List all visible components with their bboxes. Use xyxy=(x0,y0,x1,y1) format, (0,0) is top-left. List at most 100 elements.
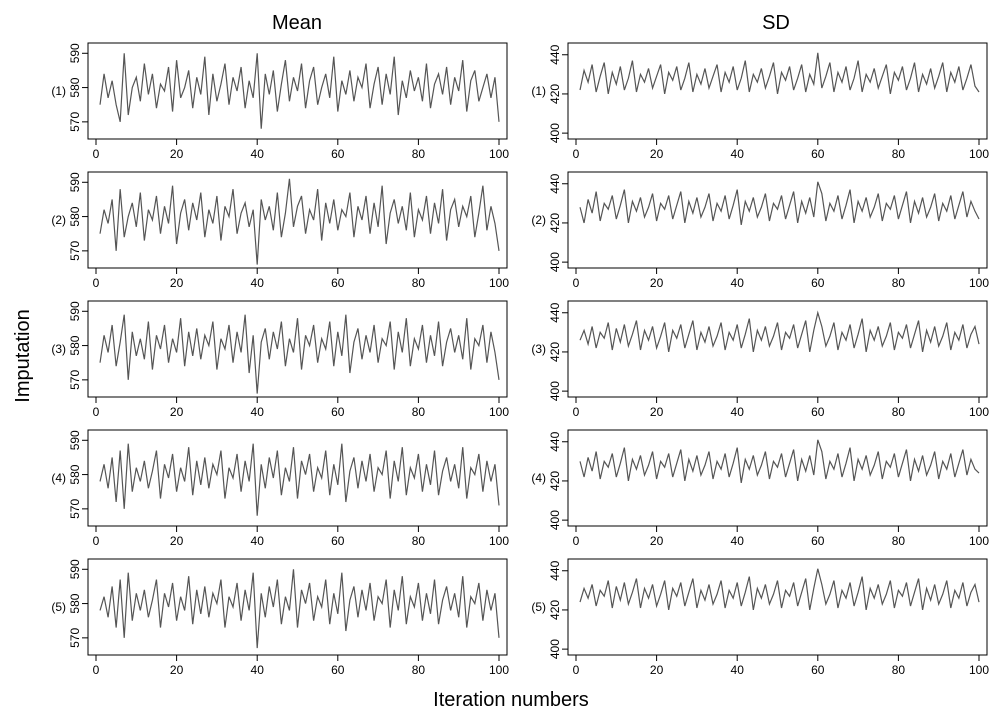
panel-frame xyxy=(87,42,508,140)
row-label: (3) xyxy=(51,342,66,356)
series-line xyxy=(99,569,500,649)
row-label: (1) xyxy=(51,84,66,98)
y-tick-label: 440 xyxy=(548,431,562,451)
x-tick-label: 0 xyxy=(93,663,100,677)
x-tick-label: 80 xyxy=(412,147,426,161)
y-axis-label: Imputation xyxy=(12,309,34,402)
column-title-mean: Mean xyxy=(272,12,322,34)
x-tick-label: 0 xyxy=(93,405,100,419)
x-tick-label: 80 xyxy=(892,147,906,161)
panel-sd-5: 0 20 40 60 80 100 400 420 440 (5) xyxy=(531,558,989,677)
x-tick-label: 0 xyxy=(573,663,580,677)
x-tick-label: 60 xyxy=(811,276,825,290)
x-tick-label: 20 xyxy=(170,663,184,677)
row-label: (5) xyxy=(51,600,66,614)
x-tick-label: 20 xyxy=(650,663,664,677)
x-tick-label: 100 xyxy=(489,405,509,419)
y-tick-label: 570 xyxy=(68,112,82,132)
y-tick-label: 590 xyxy=(68,430,82,450)
x-tick-label: 20 xyxy=(170,534,184,548)
series-line xyxy=(579,439,980,484)
x-tick-label: 100 xyxy=(969,405,989,419)
x-tick-label: 80 xyxy=(892,405,906,419)
x-tick-label: 20 xyxy=(170,147,184,161)
y-tick-label: 580 xyxy=(68,206,82,226)
x-tick-label: 60 xyxy=(811,147,825,161)
panel-frame xyxy=(87,300,508,398)
x-tick-label: 40 xyxy=(251,276,265,290)
y-tick-label: 590 xyxy=(68,559,82,579)
x-tick-label: 20 xyxy=(650,405,664,419)
panel-frame xyxy=(567,42,988,140)
x-tick-label: 80 xyxy=(892,534,906,548)
panel-frame xyxy=(567,429,988,527)
panel-frame xyxy=(87,171,508,269)
series-line xyxy=(579,52,980,95)
y-tick-label: 590 xyxy=(68,172,82,192)
panel-frame xyxy=(567,300,988,398)
x-tick-label: 20 xyxy=(650,534,664,548)
x-tick-label: 60 xyxy=(331,405,345,419)
y-tick-label: 420 xyxy=(548,600,562,620)
y-tick-label: 420 xyxy=(548,84,562,104)
row-label: (4) xyxy=(51,471,66,485)
y-tick-label: 570 xyxy=(68,370,82,390)
x-tick-label: 60 xyxy=(811,663,825,677)
x-tick-label: 40 xyxy=(251,663,265,677)
y-tick-label: 400 xyxy=(548,639,562,659)
x-tick-label: 0 xyxy=(93,534,100,548)
y-tick-label: 420 xyxy=(548,342,562,362)
y-tick-label: 440 xyxy=(548,44,562,64)
series-line xyxy=(99,178,500,265)
x-tick-label: 60 xyxy=(811,534,825,548)
y-tick-label: 400 xyxy=(548,123,562,143)
x-tick-label: 0 xyxy=(93,276,100,290)
x-axis-label: Iteration numbers xyxy=(433,689,589,711)
row-label: (2) xyxy=(531,213,546,227)
x-tick-label: 40 xyxy=(251,405,265,419)
x-tick-label: 100 xyxy=(489,534,509,548)
x-tick-label: 80 xyxy=(892,276,906,290)
series-line xyxy=(99,443,500,516)
x-tick-label: 40 xyxy=(731,276,745,290)
row-label: (1) xyxy=(531,84,546,98)
x-tick-label: 100 xyxy=(969,663,989,677)
series-line xyxy=(579,568,980,611)
panel-mean-1: 0 20 40 60 80 100 570 580 590 (1) xyxy=(51,42,509,161)
x-tick-label: 0 xyxy=(573,534,580,548)
row-label: (4) xyxy=(531,471,546,485)
x-tick-label: 0 xyxy=(573,147,580,161)
y-tick-label: 580 xyxy=(68,335,82,355)
x-tick-label: 60 xyxy=(811,405,825,419)
x-tick-label: 60 xyxy=(331,276,345,290)
y-tick-label: 400 xyxy=(548,510,562,530)
x-tick-label: 80 xyxy=(412,405,426,419)
row-label: (5) xyxy=(531,600,546,614)
x-tick-label: 80 xyxy=(412,534,426,548)
y-tick-label: 580 xyxy=(68,593,82,613)
x-tick-label: 20 xyxy=(650,276,664,290)
x-tick-label: 40 xyxy=(731,534,745,548)
y-tick-label: 590 xyxy=(68,301,82,321)
x-tick-label: 40 xyxy=(731,405,745,419)
y-tick-label: 400 xyxy=(548,252,562,272)
panel-mean-3: 0 20 40 60 80 100 570 580 590 (3) xyxy=(51,300,509,419)
x-tick-label: 40 xyxy=(731,147,745,161)
panel-frame xyxy=(567,171,988,269)
y-tick-label: 440 xyxy=(548,560,562,580)
x-tick-label: 80 xyxy=(412,276,426,290)
series-line xyxy=(579,181,980,226)
y-tick-label: 580 xyxy=(68,464,82,484)
series-line xyxy=(99,53,500,129)
x-tick-label: 100 xyxy=(969,276,989,290)
x-tick-label: 0 xyxy=(573,405,580,419)
column-title-sd: SD xyxy=(762,12,790,34)
y-tick-label: 570 xyxy=(68,241,82,261)
x-tick-label: 0 xyxy=(573,276,580,290)
y-tick-label: 570 xyxy=(68,499,82,519)
panel-mean-2: 0 20 40 60 80 100 570 580 590 (2) xyxy=(51,171,509,290)
y-tick-label: 440 xyxy=(548,173,562,193)
x-tick-label: 80 xyxy=(412,663,426,677)
panel-mean-4: 0 20 40 60 80 100 570 580 590 (4) xyxy=(51,429,509,548)
